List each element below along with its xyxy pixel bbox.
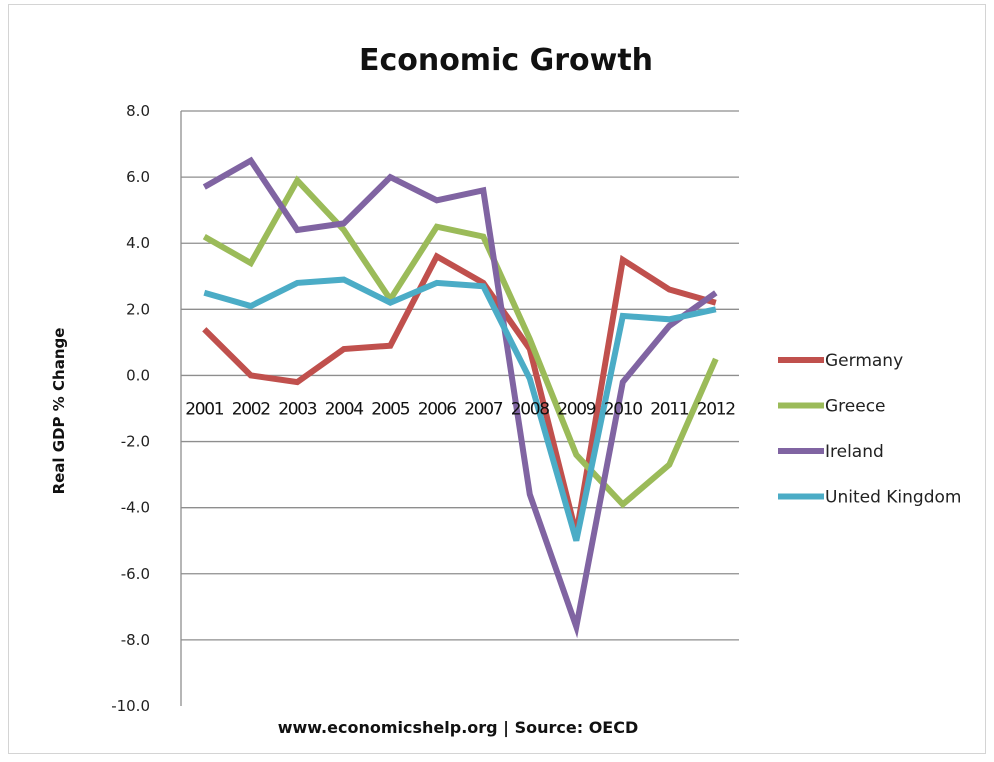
series-line-germany (202, 252, 717, 535)
y-tick-label: 6.0 (126, 168, 150, 186)
x-tick-label: 2012 (697, 399, 736, 419)
legend: Germany Greece Ireland United Kingdom (778, 351, 961, 508)
legend-label-united-kingdom: United Kingdom (825, 488, 961, 508)
y-axis-ticks: 8.0 6.0 4.0 2.0 0.0 -2.0 -4.0 -6.0 -8.0 -10.0 (111, 102, 150, 715)
y-tick-label: -10.0 (111, 697, 150, 715)
x-tick-label: 2008 (511, 399, 550, 419)
y-tick-label: -8.0 (121, 631, 150, 649)
legend-label-germany: Germany (825, 351, 903, 371)
y-tick-label: 2.0 (126, 300, 150, 318)
x-tick-label: 2009 (557, 399, 596, 419)
chart-title: Economic Growth (359, 43, 653, 78)
series-line-united-kingdom (203, 276, 717, 542)
source-note: www.economicshelp.org | Source: OECD (278, 718, 639, 738)
y-tick-label: -6.0 (121, 565, 150, 583)
series-line-greece (202, 175, 719, 509)
y-tick-label: -4.0 (121, 499, 150, 517)
x-tick-label: 2003 (278, 399, 317, 419)
gridlines (180, 110, 739, 706)
x-tick-label: 2002 (232, 399, 271, 419)
x-axis-ticks: 2001 2002 2003 2004 2005 2006 2007 2008 2009 2010… (185, 399, 736, 419)
x-tick-label: 2006 (418, 399, 457, 419)
y-axis-label: Real GDP % Change (50, 328, 68, 495)
y-tick-label: -2.0 (121, 433, 150, 451)
series-lines (202, 156, 719, 639)
legend-label-greece: Greece (825, 397, 886, 417)
y-tick-label: 4.0 (126, 234, 150, 252)
series-line-ireland (202, 156, 718, 639)
x-tick-label: 2005 (371, 399, 410, 419)
legend-label-ireland: Ireland (825, 442, 884, 462)
chart-frame (8, 4, 986, 754)
x-tick-label: 2007 (464, 399, 503, 419)
x-tick-label: 2004 (325, 399, 364, 419)
x-tick-label: 2011 (650, 399, 689, 419)
x-tick-label: 2010 (604, 399, 643, 419)
x-tick-label: 2001 (185, 399, 224, 419)
y-tick-label: 8.0 (126, 102, 150, 120)
y-tick-label: 0.0 (126, 366, 150, 384)
